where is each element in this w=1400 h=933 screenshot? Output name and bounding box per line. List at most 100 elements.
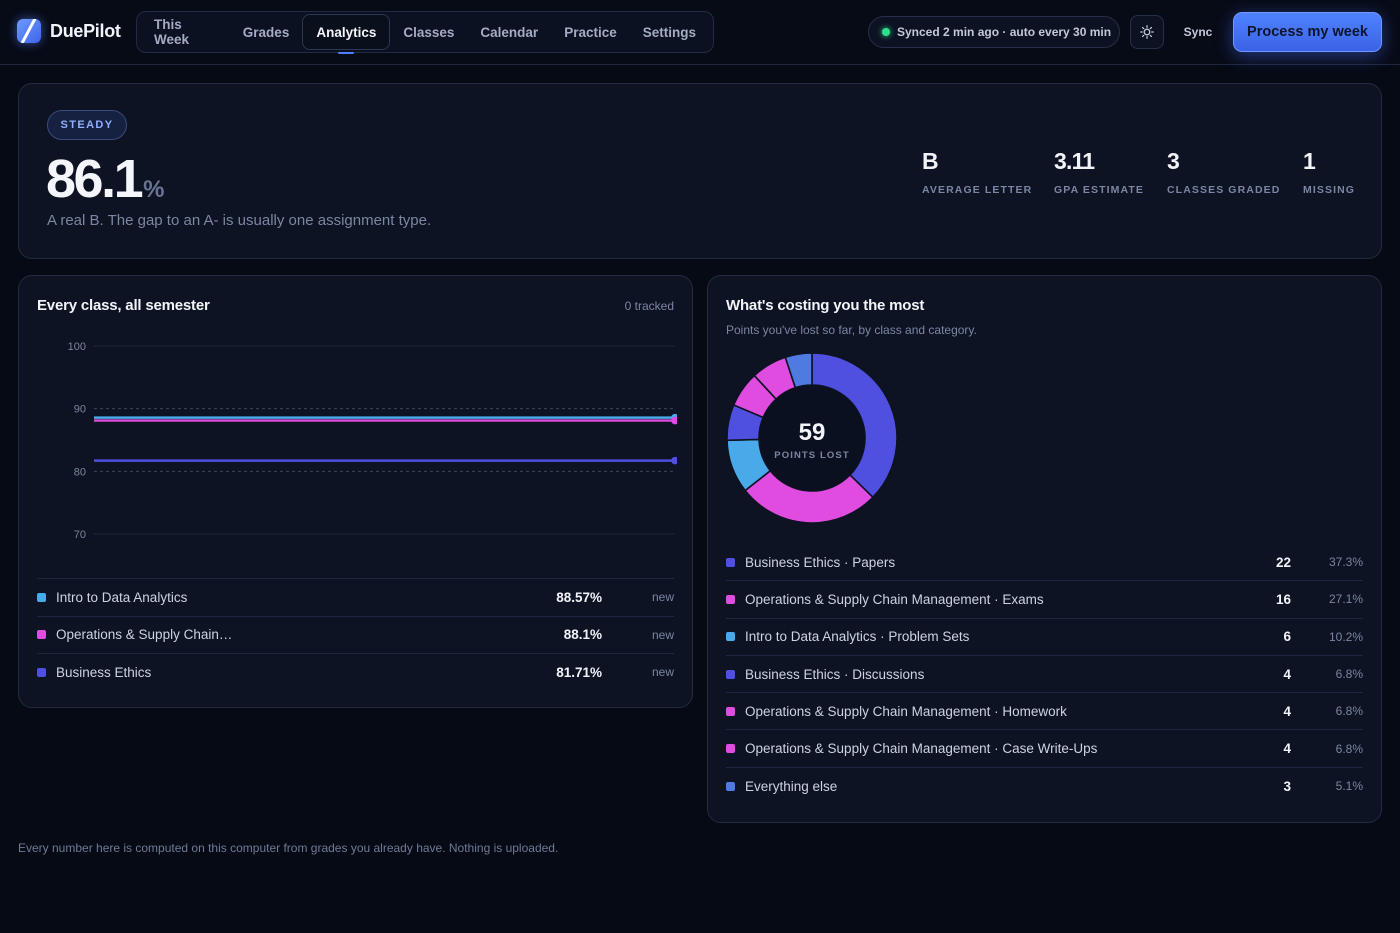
sync-status: Synced 2 min ago · auto every 30 min: [868, 16, 1120, 48]
class-percent: 88.57%: [556, 589, 602, 605]
loss-category: Operations & Supply Chain Management · H…: [745, 703, 1067, 719]
class-tag: new: [651, 627, 674, 642]
tracked-count: 0 tracked: [624, 299, 674, 313]
stat-missing: 1 MISSING: [1303, 148, 1355, 196]
loss-percent: 5.1%: [1335, 779, 1363, 794]
loss-percent: 6.8%: [1335, 741, 1363, 756]
class-row[interactable]: Operations & Supply Chain… 88.1% new: [37, 615, 674, 654]
loss-row[interactable]: Intro to Data Analytics · Problem Sets 6…: [726, 619, 1363, 656]
loss-row[interactable]: Operations & Supply Chain Management · E…: [726, 581, 1363, 619]
tab-classes[interactable]: Classes: [403, 24, 455, 40]
class-percent: 88.1%: [563, 627, 602, 643]
stat-label: MISSING: [1303, 184, 1356, 196]
loss-category: Business Ethics · Papers: [745, 554, 896, 570]
class-tag: new: [651, 665, 674, 680]
loss-percent: 6.8%: [1335, 667, 1363, 682]
semester-trend-card: Every class, all semester 0 tracked 70 80…: [18, 275, 693, 708]
brand-name: DuePilot: [50, 20, 121, 41]
points-lost-value: 59: [799, 419, 826, 446]
loss-percent: 37.3%: [1328, 555, 1363, 570]
stat-label: CLASSES GRADED: [1167, 184, 1281, 196]
loss-percent: 6.8%: [1335, 704, 1363, 719]
stat-value: B: [922, 148, 939, 174]
tab-calendar[interactable]: Calendar: [480, 24, 539, 40]
loss-row[interactable]: Everything else 3 5.1%: [726, 768, 1363, 805]
logo-icon: [17, 19, 41, 43]
class-tag: new: [651, 590, 674, 605]
series-endpoint[interactable]: [671, 456, 677, 465]
tab-grades[interactable]: Grades: [242, 24, 290, 40]
main-nav: This Week Grades Analytics Classes Calen…: [136, 11, 714, 54]
color-swatch: [726, 706, 735, 716]
color-swatch: [37, 592, 46, 602]
sun-icon: [1140, 25, 1154, 39]
stat-value: 3: [1167, 148, 1180, 174]
class-name: Operations & Supply Chain…: [56, 627, 233, 643]
donut-slices: [726, 352, 898, 524]
overall-percent-value: 86.1: [46, 149, 144, 209]
class-row[interactable]: Intro to Data Analytics 88.57% new: [37, 578, 674, 616]
stat-label: AVERAGE LETTER: [922, 184, 1033, 196]
loss-points: 4: [1283, 741, 1291, 757]
loss-row[interactable]: Operations & Supply Chain Management · C…: [726, 730, 1363, 768]
stat-classes-graded: 3 CLASSES GRADED: [1167, 148, 1280, 196]
color-swatch: [37, 630, 46, 640]
stat-value: 3.11: [1054, 148, 1095, 174]
color-swatch: [726, 557, 735, 567]
loss-percent: 10.2%: [1328, 629, 1363, 644]
donut-slice[interactable]: [811, 352, 898, 499]
loss-points: 22: [1275, 554, 1291, 570]
loss-points: 3: [1283, 778, 1291, 794]
status-badge: STEADY: [47, 110, 127, 140]
loss-category: Intro to Data Analytics · Problem Sets: [745, 629, 970, 645]
tab-this-week[interactable]: This Week: [154, 17, 190, 47]
class-percent: 81.71%: [556, 664, 602, 680]
card-title: What's costing you the most: [726, 297, 925, 314]
y-tick-label: 80: [74, 466, 86, 478]
overall-percent-unit: %: [143, 176, 165, 203]
stat-label: GPA ESTIMATE: [1054, 184, 1145, 196]
y-tick-label: 100: [68, 341, 86, 353]
loss-points: 4: [1283, 703, 1291, 719]
stat-value: 1: [1303, 148, 1316, 174]
sync-button[interactable]: Sync: [1183, 25, 1213, 39]
loss-category: Operations & Supply Chain Management · C…: [745, 741, 1098, 757]
overall-percent: 86.1 %: [46, 148, 164, 210]
points-lost-list: Business Ethics · Papers 22 37.3% Operat…: [726, 544, 1363, 805]
stat-average-letter: B AVERAGE LETTER: [922, 148, 1032, 196]
semester-line-chart: 70 80 90 100: [68, 341, 677, 541]
top-bar: DuePilot This Week Grades Analytics Clas…: [0, 0, 1400, 65]
color-swatch: [726, 781, 735, 791]
status-dot-icon: [882, 28, 890, 36]
class-list: Intro to Data Analytics 88.57% new Opera…: [37, 578, 674, 691]
sync-status-text: Synced 2 min ago · auto every 30 min: [897, 25, 1112, 39]
loss-row[interactable]: Business Ethics · Discussions 4 6.8%: [726, 656, 1363, 694]
loss-points: 16: [1275, 591, 1291, 607]
donut-slice[interactable]: [784, 352, 813, 389]
card-subtitle: Points you've lost so far, by class and …: [726, 323, 977, 337]
stat-gpa-estimate: 3.11 GPA ESTIMATE: [1054, 148, 1144, 196]
tab-settings[interactable]: Settings: [642, 24, 696, 40]
loss-category: Business Ethics · Discussions: [745, 666, 925, 682]
tab-practice[interactable]: Practice: [564, 24, 617, 40]
series-endpoint[interactable]: [671, 416, 677, 425]
points-lost-label: POINTS LOST: [774, 450, 849, 461]
loss-row[interactable]: Operations & Supply Chain Management · H…: [726, 693, 1363, 731]
donut-hole: [759, 385, 865, 491]
tab-analytics[interactable]: Analytics: [302, 14, 391, 54]
points-lost-donut-chart: 59 POINTS LOST: [726, 352, 898, 524]
class-name: Intro to Data Analytics: [56, 589, 188, 605]
loss-points: 6: [1283, 629, 1291, 645]
color-swatch: [726, 669, 735, 679]
brand[interactable]: DuePilot: [17, 19, 121, 43]
summary-subtitle: A real B. The gap to an A- is usually on…: [47, 212, 432, 229]
class-name: Business Ethics: [56, 664, 152, 680]
class-row[interactable]: Business Ethics 81.71% new: [37, 653, 674, 691]
loss-row[interactable]: Business Ethics · Papers 22 37.3%: [726, 544, 1363, 582]
card-title: Every class, all semester: [37, 297, 210, 314]
color-swatch: [37, 667, 46, 677]
y-tick-label: 70: [74, 529, 86, 541]
color-swatch: [726, 744, 735, 754]
process-week-button[interactable]: Process my week: [1233, 12, 1382, 52]
theme-toggle-button[interactable]: [1130, 15, 1164, 49]
